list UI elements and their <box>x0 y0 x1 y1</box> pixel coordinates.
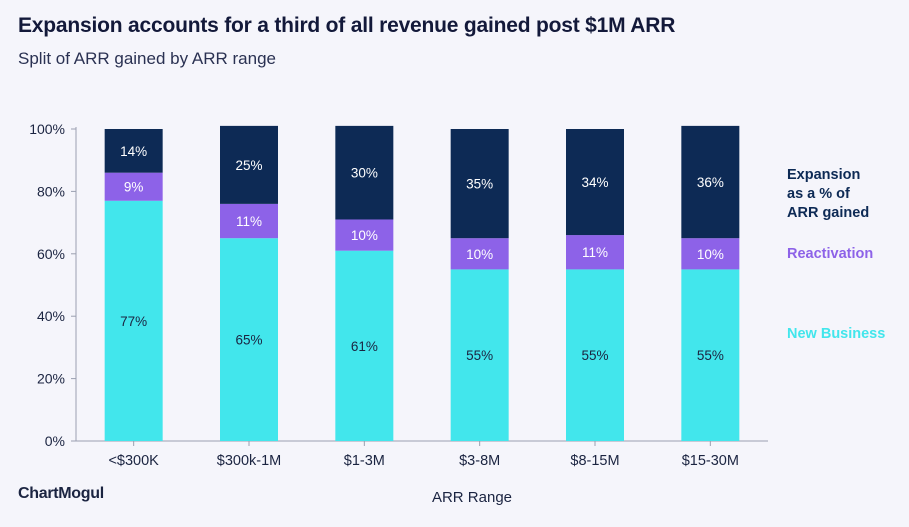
bar-segment-reactivation <box>566 235 624 270</box>
bar-data-label: 11% <box>582 245 608 260</box>
bar-data-label: 10% <box>351 228 378 243</box>
x-tick-label: $1-3M <box>344 453 385 469</box>
y-tick-label: 100% <box>29 121 65 137</box>
bar-data-label: 9% <box>124 180 144 195</box>
legend-expansion: Expansion as a % of ARR gained <box>787 167 870 221</box>
bar-segment-reactivation <box>220 203 278 239</box>
y-tick-label: 80% <box>37 183 65 199</box>
bar-data-label: 11% <box>236 214 262 229</box>
x-axis-title: ARR Range <box>432 489 512 506</box>
y-tick-label: 20% <box>37 371 65 387</box>
bar-segment-expansion <box>220 125 278 204</box>
x-tick-label: $300k-1M <box>217 453 281 469</box>
legend-reactivation: Reactivation <box>787 246 874 262</box>
x-tick-label: <$300K <box>108 453 159 469</box>
bar-data-label: 55% <box>697 348 724 363</box>
bar-segment-expansion <box>566 129 624 236</box>
y-tick-label: 40% <box>37 308 65 324</box>
chartmogul-logo: ChartMogul <box>18 485 104 502</box>
bar-data-label: 77% <box>120 314 147 329</box>
bar-data-label: 14% <box>120 144 147 159</box>
bar-segment-reactivation <box>681 238 740 270</box>
bar-segment-expansion <box>335 125 394 220</box>
x-tick-label: $3-8M <box>459 453 500 469</box>
bar-data-label: 10% <box>466 247 493 262</box>
bar-segment-reactivation <box>104 172 163 201</box>
bar-segment-expansion <box>681 125 740 239</box>
bar-data-label: 55% <box>581 348 608 363</box>
bar-segment-new-business <box>220 238 278 441</box>
bar-segment-new-business <box>566 269 624 441</box>
bar-data-label: 36% <box>697 175 724 190</box>
bar-data-label: 65% <box>235 333 262 348</box>
bar-segment-reactivation <box>450 238 509 270</box>
bar-segment-expansion <box>450 129 509 239</box>
bar-data-label: 34% <box>581 175 608 190</box>
y-tick-label: 0% <box>45 433 65 449</box>
bar-data-label: 30% <box>351 166 378 181</box>
bar-segment-new-business <box>104 200 163 441</box>
x-tick-label: $8-15M <box>570 453 619 469</box>
bar-segment-reactivation <box>335 219 394 251</box>
chart-subtitle: Split of ARR gained by ARR range <box>18 49 276 68</box>
bar-data-label: 35% <box>466 177 493 192</box>
y-tick-label: 60% <box>37 246 65 262</box>
bar-data-label: 25% <box>235 158 262 173</box>
bar-data-label: 10% <box>697 247 724 262</box>
x-tick-label: $15-30M <box>682 453 739 469</box>
bar-segment-new-business <box>450 269 509 441</box>
chart-title: Expansion accounts for a third of all re… <box>18 14 676 37</box>
bar-segment-new-business <box>681 269 740 441</box>
bar-data-label: 61% <box>351 339 378 354</box>
bar-data-label: 55% <box>466 348 493 363</box>
bar-segment-new-business <box>335 250 394 441</box>
bar-segment-expansion <box>104 129 163 173</box>
legend-new-business: New Business <box>787 326 886 342</box>
